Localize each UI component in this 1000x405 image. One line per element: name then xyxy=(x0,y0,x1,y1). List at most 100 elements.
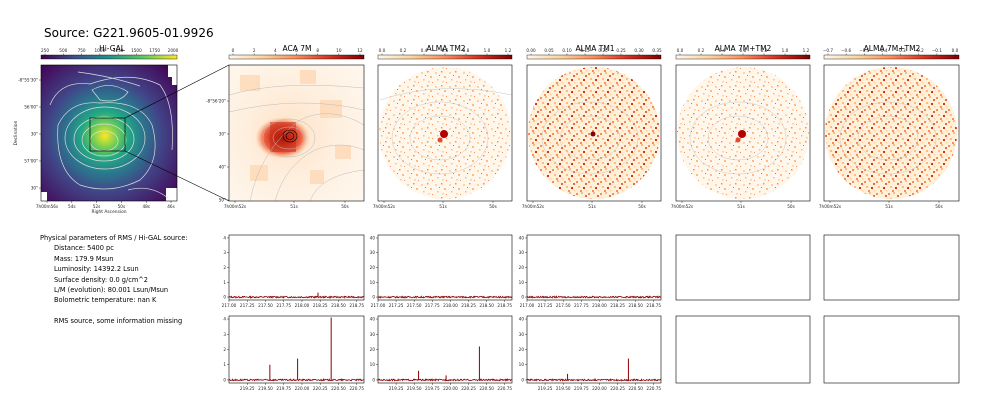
spectrum-baseline xyxy=(526,295,662,299)
spectrum-xtick-label: 218.25 xyxy=(461,303,476,308)
colorbar-tick-label: 1.0 xyxy=(782,48,789,53)
image-xtick-label: 51s xyxy=(885,204,893,209)
7m-tm2-panel-b: −0.7 −0.6 −0.5 −0.4 −0.3 −0.2 −0.1 0.0 7h00m52s… xyxy=(819,48,960,209)
colorbar-tick-label: 0.0 xyxy=(952,48,959,53)
aca7m-ytick-label: 50" xyxy=(219,198,226,203)
higal-xtick-label: 48s xyxy=(142,204,150,209)
info-header: Physical parameters of RMS / Hi-GAL sour… xyxy=(40,234,188,242)
spectrum-xtick-label: 220.50 xyxy=(479,386,494,391)
spectrum-ytick-label: 10 xyxy=(370,362,376,367)
spectrum-ytick-label: 0 xyxy=(223,377,226,382)
colorbar-tick-label: 0 xyxy=(232,48,235,53)
spectrum-ytick-label: 2 xyxy=(223,265,226,270)
spectrum-xtick-label: 220.25 xyxy=(610,386,625,391)
spectrum-xtick-label: 220.75 xyxy=(497,386,512,391)
spectrum-xtick-label: 218.50 xyxy=(628,303,643,308)
spectrum-xtick-label: 217.75 xyxy=(425,303,440,308)
image-xtick-label: 50s xyxy=(787,204,795,209)
spectrum-plot: 217.00 217.25 217.50 217.75 218.00 218.25 218.… xyxy=(370,234,513,308)
7m-tm2-b-image xyxy=(825,67,957,199)
spectrum-xtick-label: 217.25 xyxy=(538,303,553,308)
tm2-colorbar-ticks: 0.0 0.2 0.4 0.6 0.8 1.0 1.2 xyxy=(379,48,512,55)
spectrum-xtick-label: 219.25 xyxy=(240,386,255,391)
aca7m-ytick-label: 40" xyxy=(219,165,226,170)
aca7m-xtick-label: 51s xyxy=(290,204,298,209)
panel-title-aca7m: ACA 7M xyxy=(282,44,312,53)
image-xtick-label: 50s xyxy=(489,204,497,209)
colorbar-tick-label: −0.2 xyxy=(914,48,925,53)
spectrum-xtick-label: 220.25 xyxy=(461,386,476,391)
colorbar-tick-label: 1.2 xyxy=(505,48,512,53)
colorbar-tick-label: 2000 xyxy=(168,48,179,53)
aca7m-ytick-label: 30" xyxy=(219,132,226,137)
spectrum-xtick-label: 220.25 xyxy=(313,386,328,391)
spectrum-ytick-label: 40 xyxy=(370,235,376,240)
colorbar-tick-label: 0.00 xyxy=(526,48,536,53)
colorbar-tick-label: −0.4 xyxy=(877,48,888,53)
aca7m-xtick-label: 50s xyxy=(341,204,349,209)
spectrum-xtick-label: 219.50 xyxy=(556,386,571,391)
spectrum-xtick-label: 218.75 xyxy=(497,303,512,308)
spectrum-ytick-label: 4 xyxy=(223,317,226,322)
spectrum-ytick-label: 10 xyxy=(370,280,376,285)
colorbar-tick-label: 6 xyxy=(295,48,298,53)
colorbar-tick-label: −0.5 xyxy=(859,48,870,53)
spectrum-ytick-label: 30 xyxy=(519,332,525,337)
info-bolometric-temperature: Bolometric temperature: nan K xyxy=(54,296,157,305)
7m-tm2-panel-a: 0.0 0.2 0.4 0.6 0.8 1.0 1.2 7h00m52s 51s 50s xyxy=(671,48,811,209)
spectrum-baseline xyxy=(228,378,365,382)
colorbar-tick-label: −0.7 xyxy=(823,48,834,53)
higal-axes: 7h00m56s 54s 52s 50s 48s 46s -8°55'30" 56'00" 30… xyxy=(13,78,175,216)
zoom-connector-bottom xyxy=(124,150,230,202)
spectrum-xtick-label: 217.25 xyxy=(240,303,255,308)
colorbar-tick-label: 10 xyxy=(336,48,342,53)
higal-xlabel: Right Ascension xyxy=(91,209,126,215)
image-xtick-label: 50s xyxy=(935,204,943,209)
higal-xtick-label: 7h00m56s xyxy=(36,204,58,209)
spectrum-xtick-label: 219.50 xyxy=(407,386,422,391)
spectrum-xtick-label: 219.75 xyxy=(425,386,440,391)
aca7m-axes: 7h00m52s 51s 50s -8°56'20" 30" 40" 50" xyxy=(206,99,349,210)
spectrum-plot: 219.25 219.50 219.75 220.00 220.25 220.50 220.… xyxy=(519,315,661,391)
higal-xtick-label: 52s xyxy=(93,204,101,209)
spectrum-xtick-label: 220.75 xyxy=(646,386,661,391)
spectrum-xtick-label: 218.50 xyxy=(479,303,494,308)
image-xtick-label: 51s xyxy=(588,204,596,209)
spectrum-xtick-label: 218.75 xyxy=(646,303,661,308)
tm2-colorbar xyxy=(377,54,513,60)
image-xtick-label: 51s xyxy=(737,204,745,209)
panel-title-7m-tm2-a: ALMA 7M+TM2 xyxy=(714,44,772,53)
panel-title-7m-tm2-b: ALMA 7M+TM2 xyxy=(863,44,921,53)
higal-ytick-label: 30" xyxy=(31,186,38,191)
spectrum-ytick-label: 0 xyxy=(372,295,375,300)
colorbar-tick-label: 750 xyxy=(78,48,86,53)
colorbar-tick-label: 0.6 xyxy=(740,48,747,53)
spectrum-plot: 219.25 219.50 219.75 220.00 220.25 220.50 220.… xyxy=(223,315,365,391)
tm2-panel: 0.0 0.2 0.4 0.6 0.8 1.0 1.2 7h00m52s 51s 50s xyxy=(373,48,513,209)
7m-tm2-a-colorbar-ticks: 0.0 0.2 0.4 0.6 0.8 1.0 1.2 xyxy=(677,48,810,55)
spectrum-xtick-label: 217.00 xyxy=(371,303,386,308)
colorbar-tick-label: 0.05 xyxy=(544,48,554,53)
spectrum-baseline xyxy=(377,378,513,382)
colorbar-tick-label: 0.8 xyxy=(761,48,768,53)
spectrum-ytick-label: 0 xyxy=(521,295,524,300)
colorbar-tick-label: 1.2 xyxy=(803,48,810,53)
spectrum-frame xyxy=(228,234,365,301)
spectrum-plot: 217.00 217.25 217.50 217.75 218.00 218.25 218.… xyxy=(519,234,662,308)
spectrum-xtick-label: 217.00 xyxy=(222,303,237,308)
info-luminosity: Luminosity: 14392.2 Lsun xyxy=(54,265,139,274)
spectrum-frame xyxy=(228,315,365,384)
spectrum-xtick-label: 219.25 xyxy=(389,386,404,391)
spectrum-xtick-label: 219.25 xyxy=(538,386,553,391)
spectrum-ytick-label: 0 xyxy=(521,377,524,382)
spectrum-frame xyxy=(377,315,513,384)
zoom-box xyxy=(89,117,126,152)
spectrum-xtick-label: 217.50 xyxy=(258,303,273,308)
spectrum-xtick-label: 220.00 xyxy=(443,386,458,391)
spectrum-frame xyxy=(377,234,513,301)
colorbar-tick-label: 1250 xyxy=(113,48,124,53)
colorbar-tick-label: 0.10 xyxy=(562,48,572,53)
spectrum-xtick-label: 220.50 xyxy=(331,386,346,391)
colorbar-tick-label: 0.8 xyxy=(463,48,470,53)
spectrum-ytick-label: 4 xyxy=(223,235,226,240)
